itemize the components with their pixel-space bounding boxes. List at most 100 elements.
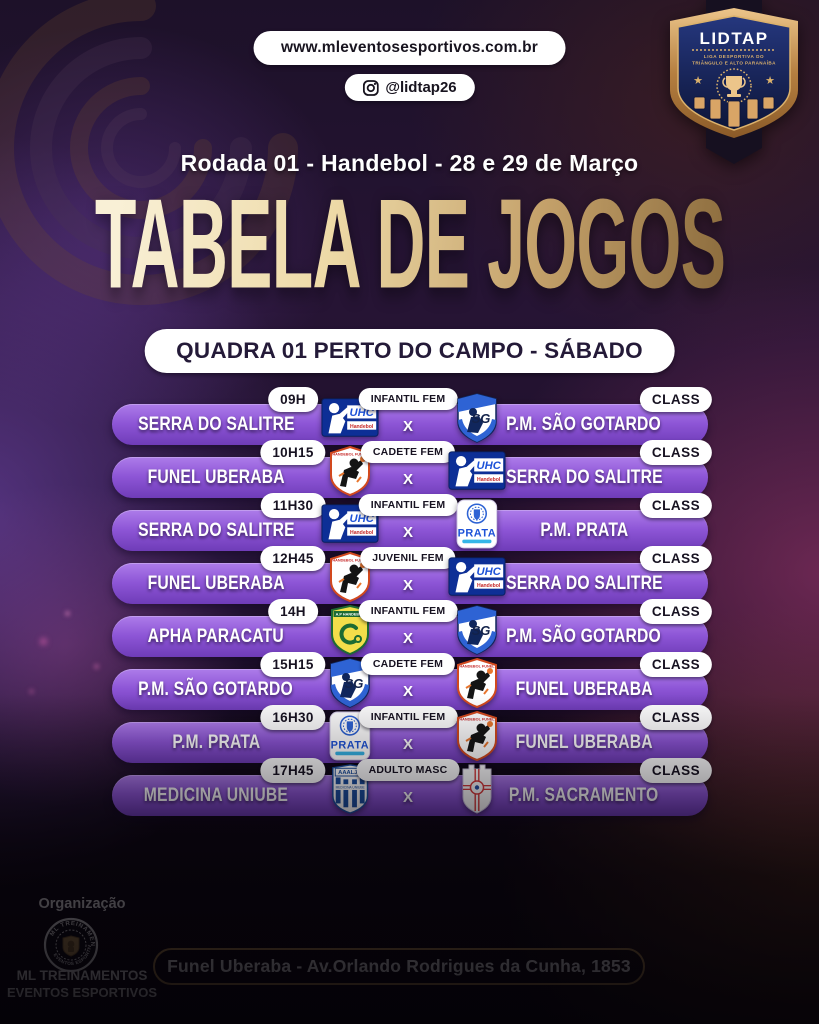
class-label: CLASS: [651, 763, 701, 778]
away-team-name: P.M. SACRAMENTO: [490, 775, 678, 816]
away-team-name: P.M. SÃO GOTARDO: [490, 616, 678, 657]
category-pill: ADULTO MASC: [356, 759, 460, 781]
category-label: INFANTIL FEM: [370, 605, 446, 617]
category-label: CADETE FEM: [372, 446, 444, 458]
class-label: CLASS: [651, 551, 701, 566]
away-team-label: FUNEL UBERABA: [515, 678, 653, 700]
game-row: APHA PARACATU 14H A.P HANDEBOL INFANTIL …: [112, 599, 713, 661]
svg-text:HANDEBOL FUNEL: HANDEBOL FUNEL: [459, 718, 495, 722]
instagram-icon: [362, 79, 379, 96]
time-label: 15H15: [272, 657, 314, 672]
class-label: CLASS: [651, 710, 701, 725]
lidtap-badge: LIDTAP LIGA DESPORTIVA DO TRIÂNGULO E AL…: [670, 0, 798, 164]
game-row-bar: [112, 457, 708, 498]
badge-star-left: ★: [693, 75, 703, 87]
versus-label: X: [402, 789, 414, 806]
category-label: INFANTIL FEM: [370, 499, 446, 511]
away-team-label: P.M. SACRAMENTO: [509, 784, 659, 806]
home-team-name: SERRA DO SALITRE: [118, 404, 314, 445]
class-pill: CLASS: [639, 493, 713, 518]
time-label: 14H: [280, 604, 306, 619]
svg-text:AAALJM: AAALJM: [338, 770, 362, 776]
class-pill: CLASS: [639, 652, 713, 677]
category-pill: JUVENIL FEM: [360, 547, 456, 569]
away-team-name: FUNEL UBERABA: [490, 669, 678, 710]
versus-label: X: [402, 683, 414, 700]
away-team-label: P.M. SÃO GOTARDO: [506, 625, 662, 647]
svg-text:UHC: UHC: [350, 514, 375, 526]
game-row-bar: [112, 669, 708, 710]
category-pill: INFANTIL FEM: [358, 600, 458, 622]
game-row: MEDICINA UNIUBE 17H45 AAALJM MEDICINA UNI…: [112, 758, 713, 820]
background-swirl-ornament: [0, 0, 298, 305]
svg-text:UHC: UHC: [477, 567, 502, 579]
versus-label: X: [402, 577, 414, 594]
svg-text:HANDEBOL FUNEL: HANDEBOL FUNEL: [332, 453, 368, 457]
home-team-label: SERRA DO SALITRE: [137, 413, 295, 435]
time-label: 10H15: [272, 445, 314, 460]
class-label: CLASS: [651, 604, 701, 619]
home-team-name: FUNEL UBERABA: [118, 563, 314, 604]
organization-name-line1: ML TREINAMENTOS: [16, 968, 148, 983]
category-pill: CADETE FEM: [360, 653, 456, 675]
home-team-label: FUNEL UBERABA: [147, 466, 285, 488]
category-pill: CADETE FEM: [360, 441, 456, 463]
svg-text:UHC: UHC: [350, 408, 375, 420]
svg-text:MEDICINA UNIUBE: MEDICINA UNIUBE: [335, 785, 365, 789]
sao-gotardo-logo: SG: [448, 392, 506, 444]
class-label: CLASS: [651, 392, 701, 407]
organization-name-line2: EVENTOS ESPORTIVOS: [6, 985, 158, 1000]
home-team-label: MEDICINA UNIUBE: [143, 784, 289, 806]
instagram-pill: @lidtap26: [344, 74, 475, 101]
versus-label: X: [402, 471, 414, 488]
category-pill: INFANTIL FEM: [358, 494, 458, 516]
home-team-name: FUNEL UBERABA: [118, 457, 314, 498]
game-row-bar: [112, 563, 708, 604]
game-row: FUNEL UBERABA 12H45 HANDEBOL FUNEL JUVEN…: [112, 546, 713, 608]
away-team-label: SERRA DO SALITRE: [505, 466, 663, 488]
home-team-name: SERRA DO SALITRE: [118, 510, 314, 551]
class-pill: CLASS: [639, 546, 713, 571]
svg-text:PRATA: PRATA: [458, 527, 497, 539]
badge-subtitle-2: TRIÂNGULO E ALTO PARANAÍBA: [692, 59, 776, 66]
versus-label: X: [402, 736, 414, 753]
away-team-name: SERRA DO SALITRE: [490, 457, 678, 498]
time-pill: 14H: [268, 599, 318, 624]
home-team-name: P.M. PRATA: [118, 722, 314, 763]
ml-treinamentos-seal: ML TREINAMENTOS EVENTOS ESPORTIVOS: [43, 917, 99, 973]
home-team-label: P.M. SÃO GOTARDO: [138, 678, 294, 700]
home-team-label: FUNEL UBERABA: [147, 572, 285, 594]
svg-text:UHC: UHC: [477, 461, 502, 473]
svg-text:Handebol: Handebol: [350, 424, 374, 430]
time-pill: 11H30: [260, 493, 326, 518]
game-row: SERRA DO SALITRE 09H UHC Handebol INFANTI…: [112, 387, 713, 449]
round-label: Rodada 01 - Handebol - 28 e 29 de Março: [180, 150, 639, 176]
class-label: CLASS: [651, 445, 701, 460]
away-team-name: P.M. PRATA: [490, 510, 678, 551]
category-pill: INFANTIL FEM: [358, 388, 458, 410]
svg-text:SG: SG: [472, 623, 491, 638]
time-label: 16H30: [272, 710, 314, 725]
class-pill: CLASS: [639, 599, 713, 624]
class-pill: CLASS: [639, 387, 713, 412]
game-row-bar: [112, 616, 708, 657]
class-pill: CLASS: [639, 758, 713, 783]
handebol-funel-logo: HANDEBOL FUNEL: [321, 551, 379, 603]
svg-text:SG: SG: [345, 676, 364, 691]
time-pill: 15H15: [260, 652, 326, 677]
home-team-name: P.M. SÃO GOTARDO: [118, 669, 314, 710]
class-label: CLASS: [651, 657, 701, 672]
instagram-handle: @lidtap26: [385, 79, 457, 96]
versus-label: X: [402, 524, 414, 541]
badge-subtitle-1: LIGA DESPORTIVA DO: [704, 54, 764, 59]
page-title: TABELA DE JOGOS: [94, 173, 725, 316]
home-team-name: MEDICINA UNIUBE: [118, 775, 314, 816]
game-row: P.M. SÃO GOTARDO 15H15 SG CADETE FEM X H…: [112, 652, 713, 714]
game-row: P.M. PRATA 16H30 PRATA INFANTIL FEM X HA…: [112, 705, 713, 767]
away-team-name: SERRA DO SALITRE: [490, 563, 678, 604]
class-pill: CLASS: [639, 705, 713, 730]
away-team-label: FUNEL UBERABA: [515, 731, 653, 753]
website-pill: www.mleventosesportivos.com.br: [253, 31, 566, 65]
svg-text:Handebol: Handebol: [350, 530, 374, 536]
